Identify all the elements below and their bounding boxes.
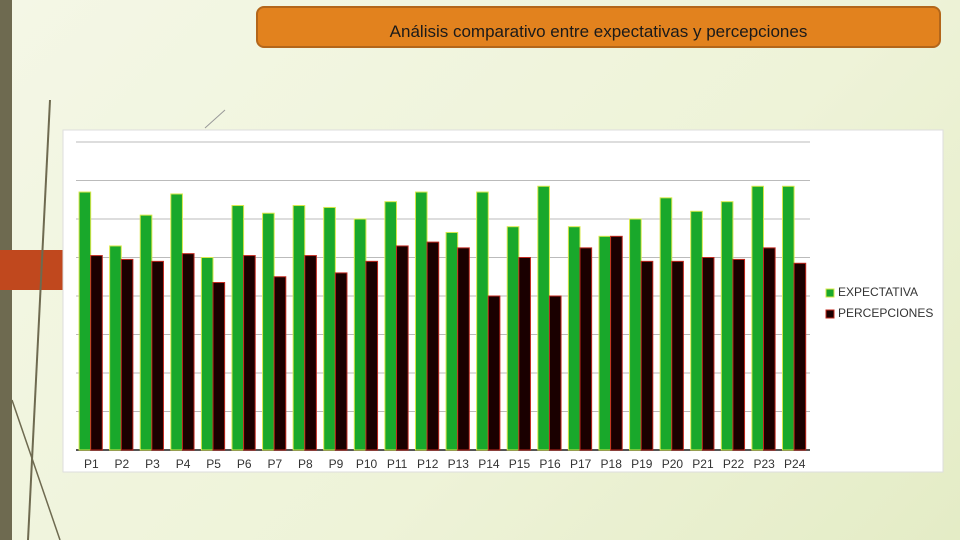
bar (396, 245, 409, 451)
bar (476, 191, 489, 451)
bar (567, 226, 581, 451)
bar (273, 276, 287, 451)
bar (426, 241, 440, 451)
bar (548, 295, 562, 451)
x-tick-label: P14 (478, 457, 500, 471)
x-tick-label: P17 (570, 457, 592, 471)
bar (457, 247, 470, 451)
bar (90, 255, 103, 451)
bar (323, 206, 336, 451)
bar (304, 255, 317, 451)
bar (629, 218, 642, 451)
x-tick-label: P22 (723, 457, 745, 471)
bar (384, 201, 398, 451)
legend-swatch (825, 309, 835, 319)
bar (334, 272, 348, 451)
bar (751, 185, 765, 451)
bar (120, 258, 134, 451)
x-tick-label: P7 (267, 457, 282, 471)
bar (610, 235, 623, 451)
bar (139, 214, 153, 451)
bar (690, 210, 703, 451)
bar (763, 247, 776, 451)
decor-line (11, 399, 61, 540)
bar (414, 191, 428, 451)
x-tick-label: P5 (206, 457, 221, 471)
bar (701, 257, 715, 451)
bar (109, 245, 122, 451)
bar (181, 253, 195, 451)
legend-swatch (825, 288, 835, 298)
x-tick-label: P21 (692, 457, 714, 471)
bar (671, 260, 684, 451)
bar (793, 262, 807, 451)
x-tick-label: P13 (448, 457, 470, 471)
bar (732, 258, 746, 451)
bar (506, 226, 520, 451)
x-tick-label: P10 (356, 457, 378, 471)
bar (640, 260, 654, 451)
x-tick-label: P12 (417, 457, 439, 471)
bar (781, 185, 795, 451)
chart-panel (62, 129, 944, 473)
x-tick-label: P3 (145, 457, 160, 471)
bar (518, 257, 531, 451)
x-tick-label: P4 (176, 457, 191, 471)
x-tick-label: P6 (237, 457, 252, 471)
bar (170, 193, 183, 451)
bar (292, 205, 306, 451)
chart-title: Análisis comparativo entre expectativas … (256, 6, 941, 48)
x-tick-label: P1 (84, 457, 99, 471)
bar (212, 282, 226, 451)
x-tick-label: P18 (601, 457, 623, 471)
x-tick-label: P20 (662, 457, 684, 471)
accent (0, 250, 63, 290)
bar (487, 295, 501, 451)
x-tick-label: P19 (631, 457, 653, 471)
bar (262, 212, 275, 451)
bar (151, 260, 164, 451)
x-tick-label: P2 (115, 457, 130, 471)
decor-line (27, 99, 51, 540)
bar (537, 185, 550, 451)
bar (445, 231, 459, 451)
bar (353, 218, 367, 451)
decor-line (204, 109, 226, 129)
bar (231, 205, 245, 451)
x-tick-label: P9 (329, 457, 344, 471)
x-tick-label: P23 (753, 457, 775, 471)
bar (720, 201, 734, 451)
x-tick-label: P11 (387, 457, 408, 471)
legend-label: EXPECTATIVA (838, 285, 918, 299)
x-tick-label: P8 (298, 457, 313, 471)
x-tick-label: P15 (509, 457, 531, 471)
x-tick-label: P16 (539, 457, 561, 471)
bar (598, 235, 612, 451)
x-tick-label: P24 (784, 457, 806, 471)
bar (659, 197, 673, 451)
bar (200, 257, 214, 451)
bar (243, 255, 256, 451)
bar (579, 247, 593, 451)
bar (78, 191, 92, 451)
legend-label: PERCEPCIONES (838, 306, 933, 320)
bar (365, 260, 379, 451)
